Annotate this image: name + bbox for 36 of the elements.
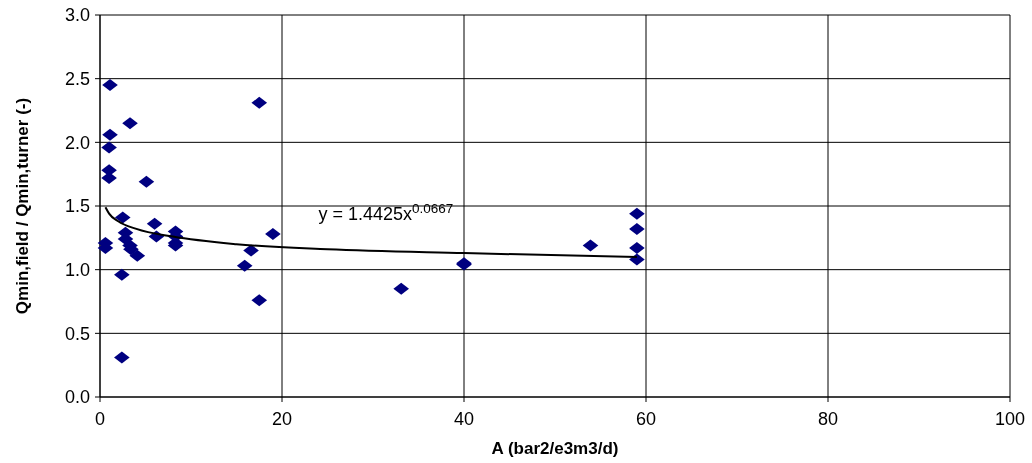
y-tick-label: 3.0 (64, 5, 90, 26)
point (146, 217, 163, 230)
point (129, 249, 146, 262)
y-tick-label: 0.5 (64, 323, 90, 344)
y-axis-title: Qmin,field / Qmin,turner (-) (13, 97, 32, 315)
point (138, 175, 155, 188)
point (251, 96, 268, 109)
point (114, 351, 130, 364)
y-tick-label: 1.5 (64, 196, 90, 217)
x-tick-label: 60 (635, 409, 657, 429)
x-tick-label: 100 (994, 409, 1026, 429)
point (243, 244, 259, 257)
x-tick-label: 40 (453, 409, 475, 429)
point (265, 228, 281, 241)
x-tick-label: 80 (817, 409, 839, 429)
x-tick-label: 20 (271, 409, 293, 429)
y-tick-label: 2.5 (64, 68, 90, 89)
point (114, 211, 131, 224)
point (629, 207, 645, 220)
point (629, 222, 645, 235)
point (251, 294, 268, 307)
y-tick-label: 1.0 (64, 259, 90, 280)
point (122, 117, 138, 130)
point (102, 79, 118, 92)
point (629, 242, 645, 255)
point (102, 128, 118, 141)
y-tick-label: 2.0 (64, 132, 90, 153)
x-axis-title: A (bar2/e3m3/d) (491, 439, 619, 458)
point (236, 259, 253, 272)
point (114, 268, 130, 281)
x-tick-label: 0 (94, 409, 106, 429)
y-tick-label: 0.0 (64, 387, 90, 408)
point (101, 141, 117, 154)
point (582, 239, 599, 252)
point (393, 282, 410, 295)
annotation: y = 1.4425x$^{0.0667}$ (318, 200, 454, 224)
